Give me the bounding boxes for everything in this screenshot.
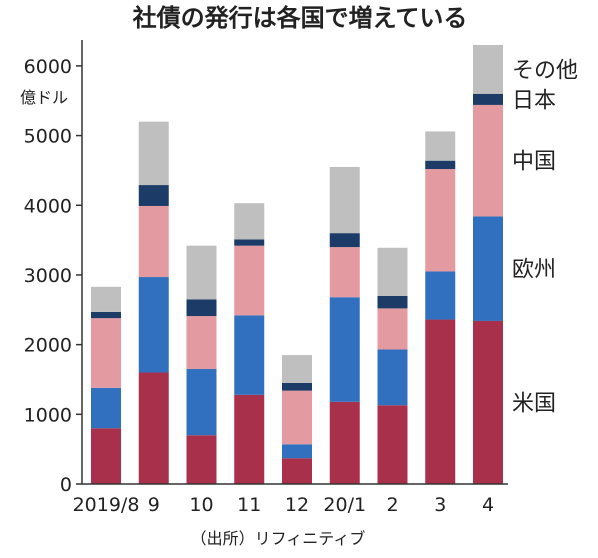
bar-segment-欧州 [473,216,503,321]
bar-segment-米国 [282,458,312,484]
bar-segment-中国 [329,247,360,298]
bar-segment-中国 [91,318,121,388]
bar-segment-日本 [282,382,312,391]
legend-label-欧州: 欧州 [512,258,556,283]
bar-segment-中国 [282,390,312,445]
bar-segment-欧州 [377,349,408,406]
bar-segment-欧州 [282,444,312,459]
bar-segment-米国 [91,428,121,484]
y-tick-label: 5000 [24,126,72,148]
y-tick-label: 6000 [24,56,72,78]
x-tick-label: 12 [285,494,309,516]
bar-segment-その他 [425,131,456,161]
bar-segment-欧州 [234,315,265,395]
bar-segment-欧州 [138,277,169,373]
y-tick-label: 1000 [24,404,72,426]
y-tick-label: 4000 [24,195,72,217]
bar-segment-米国 [234,394,265,484]
bar-segment-日本 [186,299,217,317]
bar-segment-日本 [91,311,121,319]
bar-segment-米国 [473,320,503,484]
bar-segment-米国 [329,401,360,484]
bar-segment-その他 [138,121,169,186]
bar-segment-中国 [138,205,169,278]
x-tick-label: 2019/8 [73,494,140,516]
bar-segment-その他 [282,355,312,383]
legend-label-米国: 米国 [512,391,556,416]
bar-segment-その他 [186,245,217,300]
bar-segment-日本 [234,239,265,246]
x-tick-label: 20/1 [323,494,366,516]
x-tick-label: 3 [434,494,446,516]
legend-label-その他: その他 [512,58,578,83]
x-tick-label: 11 [237,494,261,516]
bar-segment-日本 [425,160,456,170]
bar-segment-その他 [91,286,121,312]
bar-segment-中国 [473,104,503,217]
bar-segment-米国 [425,319,456,484]
y-axis-unit-label: 億ドル [20,88,68,107]
chart-title: 社債の発行は各国で増えている [133,4,468,32]
y-tick-label: 3000 [24,265,72,287]
bar-segment-その他 [329,166,360,234]
x-tick-label: 9 [148,494,160,516]
source-note: （出所）リフィニティブ [191,529,366,548]
bar-segment-日本 [138,185,169,206]
bar-segment-その他 [234,203,265,240]
bar-segment-日本 [473,93,503,105]
bar-segment-欧州 [91,387,121,429]
y-tick-label: 2000 [24,335,72,357]
bars [91,45,503,484]
bar-segment-その他 [377,247,408,296]
x-tick-label: 2 [386,494,398,516]
bar-segment-中国 [425,169,456,272]
bar-segment-中国 [377,308,408,350]
bar-segment-欧州 [186,369,217,436]
bar-segment-中国 [234,245,265,316]
bar-segment-日本 [377,295,408,309]
bar-segment-日本 [329,233,360,248]
y-axis: 0 1000 2000 3000 4000 5000 6000 [24,40,83,496]
legend: 米国 欧州 中国 日本 その他 [512,58,578,416]
bar-segment-欧州 [425,271,456,320]
bar-segment-米国 [186,435,217,484]
bar-segment-その他 [473,45,503,94]
legend-label-日本: 日本 [512,88,556,113]
bar-segment-中国 [186,316,217,370]
bar-segment-米国 [138,372,169,484]
legend-label-中国: 中国 [512,150,556,175]
x-tick-label: 10 [189,494,213,516]
x-axis: 2019/8 9 10 11 12 20/1 2 3 4 [73,483,508,516]
x-tick-label: 4 [482,494,494,516]
bar-segment-欧州 [329,297,360,402]
bar-segment-米国 [377,405,408,484]
y-tick-label: 0 [60,474,72,496]
